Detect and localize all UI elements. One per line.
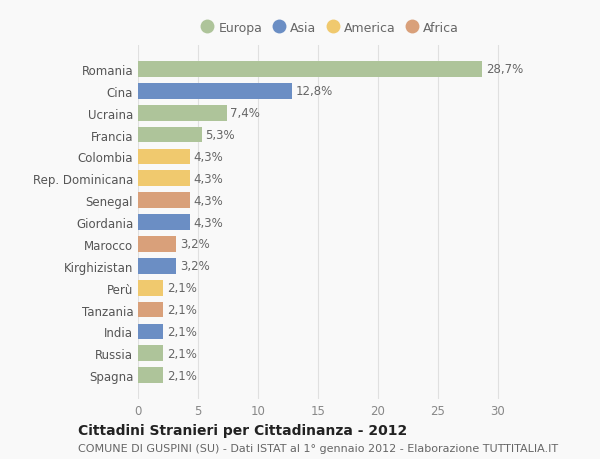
- Text: COMUNE DI GUSPINI (SU) - Dati ISTAT al 1° gennaio 2012 - Elaborazione TUTTITALIA: COMUNE DI GUSPINI (SU) - Dati ISTAT al 1…: [78, 443, 558, 453]
- Legend: Europa, Asia, America, Africa: Europa, Asia, America, Africa: [196, 17, 464, 40]
- Text: 3,2%: 3,2%: [180, 238, 210, 251]
- Text: 4,3%: 4,3%: [193, 173, 223, 185]
- Text: 2,1%: 2,1%: [167, 347, 197, 360]
- Bar: [138, 128, 202, 143]
- Text: 4,3%: 4,3%: [193, 194, 223, 207]
- Bar: [138, 193, 190, 209]
- Bar: [138, 236, 176, 252]
- Text: 4,3%: 4,3%: [193, 216, 223, 229]
- Text: 3,2%: 3,2%: [180, 260, 210, 273]
- Bar: [138, 106, 227, 121]
- Text: 12,8%: 12,8%: [295, 85, 332, 98]
- Text: 28,7%: 28,7%: [486, 63, 523, 76]
- Bar: [138, 346, 163, 361]
- Bar: [138, 215, 190, 230]
- Text: Cittadini Stranieri per Cittadinanza - 2012: Cittadini Stranieri per Cittadinanza - 2…: [78, 423, 407, 437]
- Bar: [138, 149, 190, 165]
- Text: 2,1%: 2,1%: [167, 369, 197, 382]
- Bar: [138, 84, 292, 100]
- Text: 2,1%: 2,1%: [167, 303, 197, 316]
- Bar: [138, 171, 190, 187]
- Text: 7,4%: 7,4%: [230, 107, 260, 120]
- Bar: [138, 280, 163, 296]
- Text: 4,3%: 4,3%: [193, 151, 223, 163]
- Bar: [138, 368, 163, 383]
- Bar: [138, 258, 176, 274]
- Text: 2,1%: 2,1%: [167, 325, 197, 338]
- Text: 2,1%: 2,1%: [167, 282, 197, 295]
- Bar: [138, 324, 163, 340]
- Bar: [138, 62, 482, 78]
- Bar: [138, 302, 163, 318]
- Text: 5,3%: 5,3%: [205, 129, 235, 142]
